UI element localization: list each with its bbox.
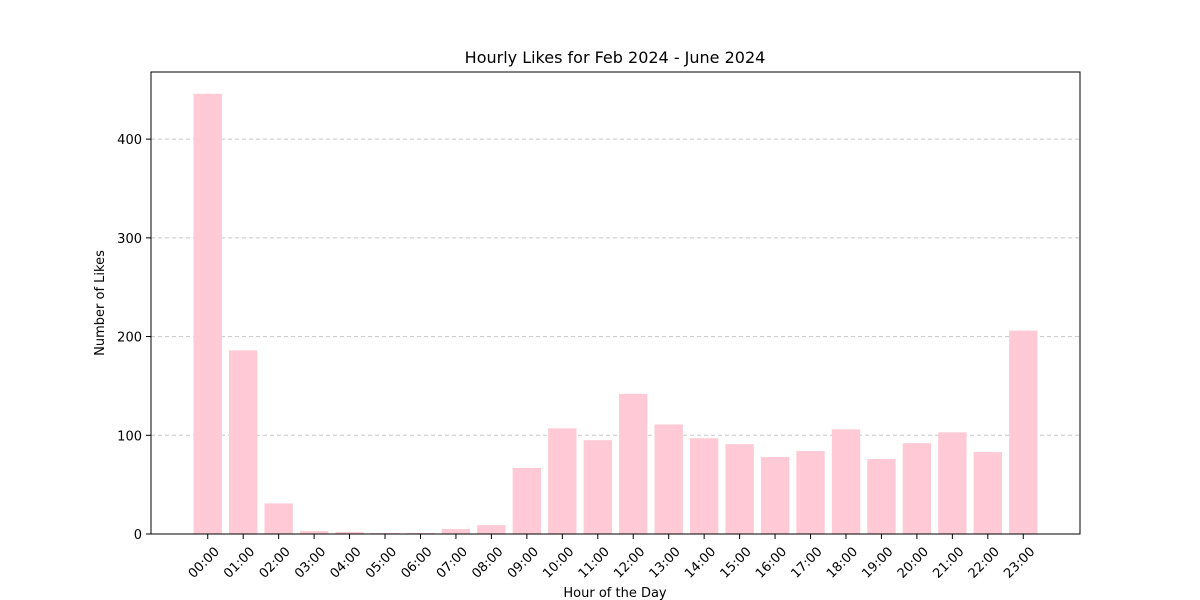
bar-0000 — [193, 93, 222, 534]
x-tick-label: 10:00 — [540, 544, 577, 581]
x-tick-label: 18:00 — [824, 544, 861, 581]
bar-0700 — [441, 529, 471, 534]
x-tick-label: 06:00 — [398, 544, 435, 581]
x-tick-label: 16:00 — [753, 544, 790, 581]
bar-1900 — [867, 458, 896, 534]
bar-0400 — [335, 532, 364, 534]
bar-2200 — [973, 452, 1002, 534]
bar-1600 — [760, 457, 790, 534]
bar-1800 — [831, 429, 861, 534]
x-tick-label: 11:00 — [576, 544, 613, 581]
x-tick-label: 00:00 — [186, 544, 223, 581]
x-axis-label: Hour of the Day — [563, 586, 667, 600]
x-tick-label: 04:00 — [328, 544, 365, 581]
x-tick-label: 02:00 — [257, 544, 294, 581]
y-axis-label: Number of Likes — [93, 250, 108, 356]
y-tick-label: 300 — [117, 232, 142, 247]
plot-frame — [150, 71, 1081, 535]
bar-2000 — [902, 443, 932, 534]
x-tick-label: 17:00 — [788, 544, 825, 581]
y-tick-label: 400 — [117, 133, 142, 148]
bar-2100 — [938, 432, 967, 534]
bar-0900 — [512, 467, 542, 534]
bar-0100 — [229, 350, 258, 534]
bars — [193, 93, 1038, 534]
bar-1200 — [619, 393, 648, 534]
x-tick-label: 21:00 — [930, 544, 967, 581]
x-tick-label: 19:00 — [859, 544, 896, 581]
y-tick-label: 0 — [134, 528, 142, 543]
y-tick-label: 100 — [117, 429, 142, 444]
bar-0800 — [477, 525, 506, 534]
bar-0300 — [299, 531, 329, 534]
bar-1400 — [689, 438, 719, 534]
bar-1100 — [583, 440, 612, 534]
x-tick-label: 03:00 — [292, 544, 329, 581]
x-tick-label: 15:00 — [718, 544, 755, 581]
x-tick-label: 13:00 — [647, 544, 684, 581]
bar-1700 — [796, 451, 825, 534]
bar-2300 — [1009, 330, 1038, 534]
chart-title: Hourly Likes for Feb 2024 - June 2024 — [465, 48, 766, 67]
x-tick-label: 14:00 — [682, 544, 719, 581]
y-axis-ticks: 0 100 200 300 400 — [117, 133, 151, 543]
x-tick-label: 01:00 — [221, 544, 258, 581]
x-tick-label: 20:00 — [895, 544, 932, 581]
x-tick-label: 08:00 — [469, 544, 506, 581]
x-tick-label: 07:00 — [434, 544, 471, 581]
x-tick-label: 23:00 — [1001, 544, 1038, 581]
x-axis-ticks: 00:0001:0002:0003:0004:0005:0006:0007:00… — [186, 534, 1038, 582]
x-tick-label: 22:00 — [966, 544, 1003, 581]
y-tick-label: 200 — [117, 331, 142, 346]
bar-1000 — [548, 428, 577, 534]
x-tick-label: 05:00 — [363, 544, 400, 581]
bar-1500 — [725, 444, 754, 534]
bar-0200 — [264, 503, 293, 534]
x-tick-label: 12:00 — [611, 544, 648, 581]
x-tick-label: 09:00 — [505, 544, 542, 581]
bar-1300 — [654, 424, 683, 534]
grid-lines — [151, 138, 1080, 436]
